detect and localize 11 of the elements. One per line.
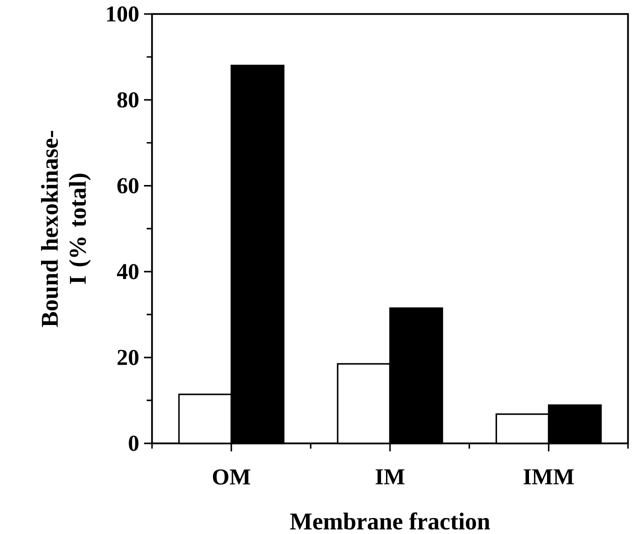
x-tick-label: IM: [376, 469, 404, 484]
x-tick-label: IMM: [524, 469, 574, 484]
y-tick-label: 0: [128, 436, 138, 451]
y-tick-label: 100: [107, 6, 138, 22]
x-axis-title: Membrane fraction: [290, 512, 490, 530]
y-tick-label: 60: [117, 178, 138, 194]
y-tick-label: 20: [118, 350, 138, 366]
x-tick-label: OM: [212, 469, 250, 485]
y-axis-title: Bound hexokinase-I (% total): [41, 130, 91, 327]
y-tick-label: 40: [116, 264, 138, 280]
y-tick-label: 80: [117, 92, 138, 108]
